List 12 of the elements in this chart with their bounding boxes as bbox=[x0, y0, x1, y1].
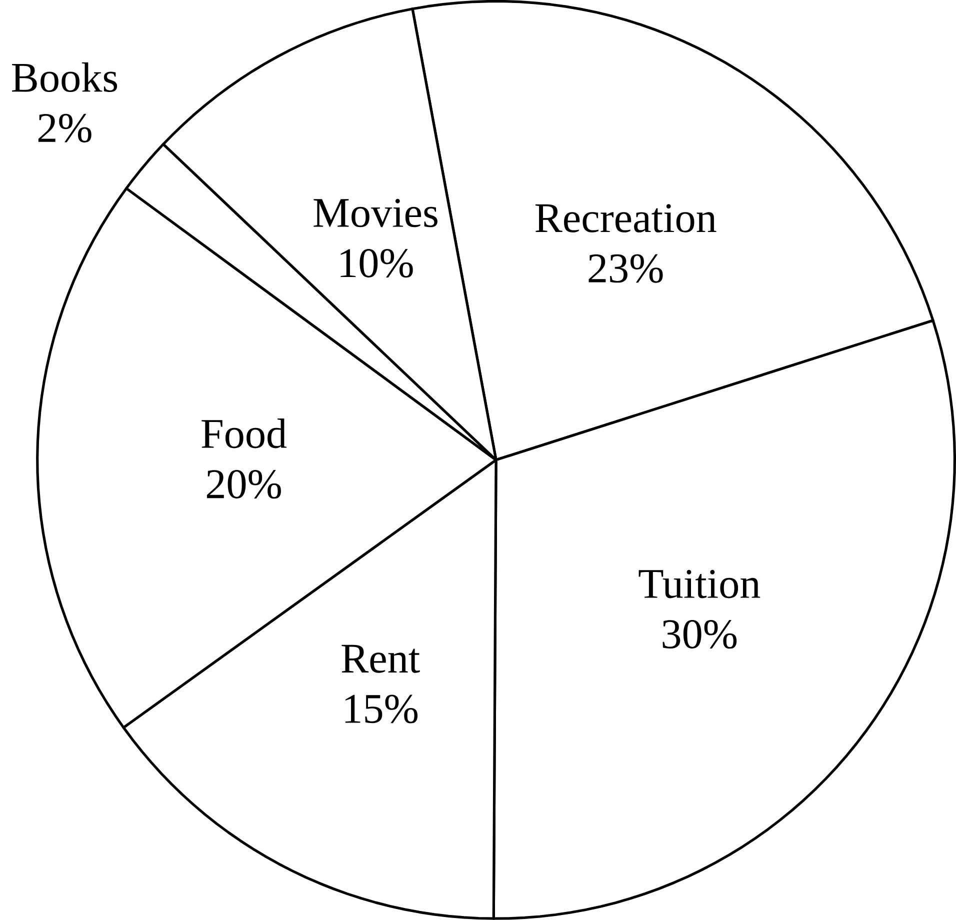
data-label: 15% bbox=[345, 694, 418, 724]
data-label: 2% bbox=[38, 114, 92, 143]
slice-label: Rent bbox=[342, 644, 420, 673]
slice-label: Books bbox=[12, 62, 118, 92]
slice-label: Recreation bbox=[535, 204, 716, 232]
slice-label: Movies bbox=[314, 198, 438, 228]
slice-label: Tuition bbox=[638, 570, 760, 598]
data-label: 30% bbox=[662, 620, 737, 649]
data-label: 23% bbox=[588, 254, 663, 283]
data-label: 20% bbox=[206, 470, 281, 499]
slice-label: Food bbox=[202, 418, 287, 448]
data-label: 10% bbox=[340, 249, 413, 278]
